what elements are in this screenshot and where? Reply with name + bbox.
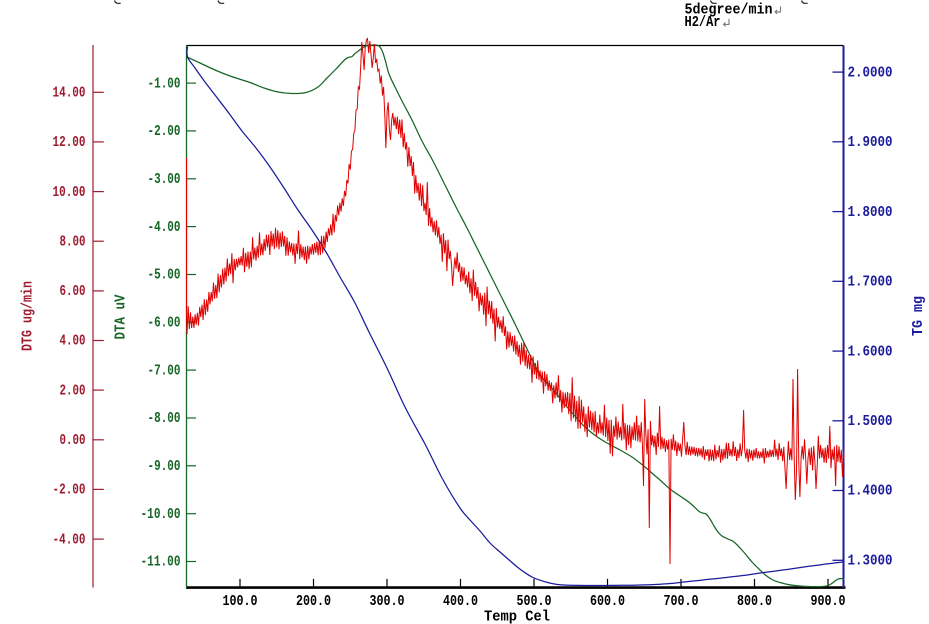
svg-text:-7.00: -7.00 — [148, 362, 181, 379]
svg-text:200.0: 200.0 — [296, 593, 331, 610]
svg-text:-1.00: -1.00 — [148, 75, 181, 92]
svg-text:-8.00: -8.00 — [148, 410, 181, 427]
svg-text:-5.00: -5.00 — [148, 267, 181, 284]
svg-text:DTA uV: DTA uV — [113, 295, 130, 340]
svg-text:0.00: 0.00 — [60, 432, 86, 449]
svg-text:10.00: 10.00 — [53, 184, 86, 201]
svg-text:1.8000: 1.8000 — [848, 204, 893, 221]
svg-text:1.5000: 1.5000 — [848, 413, 893, 430]
svg-text:700.0: 700.0 — [664, 593, 699, 610]
svg-text:500.0: 500.0 — [517, 593, 552, 610]
svg-text:12.00: 12.00 — [53, 134, 86, 151]
svg-text:14.00: 14.00 — [53, 85, 86, 102]
svg-text:-2.00: -2.00 — [148, 123, 181, 140]
svg-text:-2.00: -2.00 — [53, 482, 86, 499]
svg-text:2.0000: 2.0000 — [848, 64, 893, 81]
svg-text:2.00: 2.00 — [60, 382, 86, 399]
svg-text:5degree/min: 5degree/min — [685, 1, 773, 18]
svg-text:-10.00: -10.00 — [141, 506, 181, 523]
svg-text:1.6000: 1.6000 — [848, 343, 893, 360]
svg-text:1.7000: 1.7000 — [848, 274, 893, 291]
svg-text:900.0: 900.0 — [811, 593, 846, 610]
svg-text:-4.00: -4.00 — [148, 219, 181, 236]
svg-text:400.0: 400.0 — [443, 593, 478, 610]
svg-text:6.00: 6.00 — [60, 283, 86, 300]
svg-text:600.0: 600.0 — [590, 593, 625, 610]
svg-text:Temp Cel: Temp Cel — [484, 609, 550, 624]
svg-text:1.4000: 1.4000 — [848, 483, 893, 500]
svg-text:-9.00: -9.00 — [148, 458, 181, 475]
svg-text:-6.00: -6.00 — [148, 315, 181, 332]
svg-text:DTG ug/min: DTG ug/min — [20, 281, 37, 351]
svg-text:-11.00: -11.00 — [141, 554, 181, 571]
svg-text:1.3000: 1.3000 — [848, 553, 893, 570]
svg-text:800.0: 800.0 — [737, 593, 772, 610]
svg-text:300.0: 300.0 — [370, 593, 405, 610]
svg-text:8.00: 8.00 — [60, 233, 86, 250]
svg-text:-3.00: -3.00 — [148, 171, 181, 188]
svg-text:-4.00: -4.00 — [53, 531, 86, 548]
svg-text:H2/Ar: H2/Ar — [685, 14, 721, 31]
svg-text:100.0: 100.0 — [223, 593, 258, 610]
svg-text:TG mg: TG mg — [910, 296, 927, 336]
svg-text:1.9000: 1.9000 — [848, 134, 893, 151]
svg-text:4.00: 4.00 — [60, 333, 86, 350]
